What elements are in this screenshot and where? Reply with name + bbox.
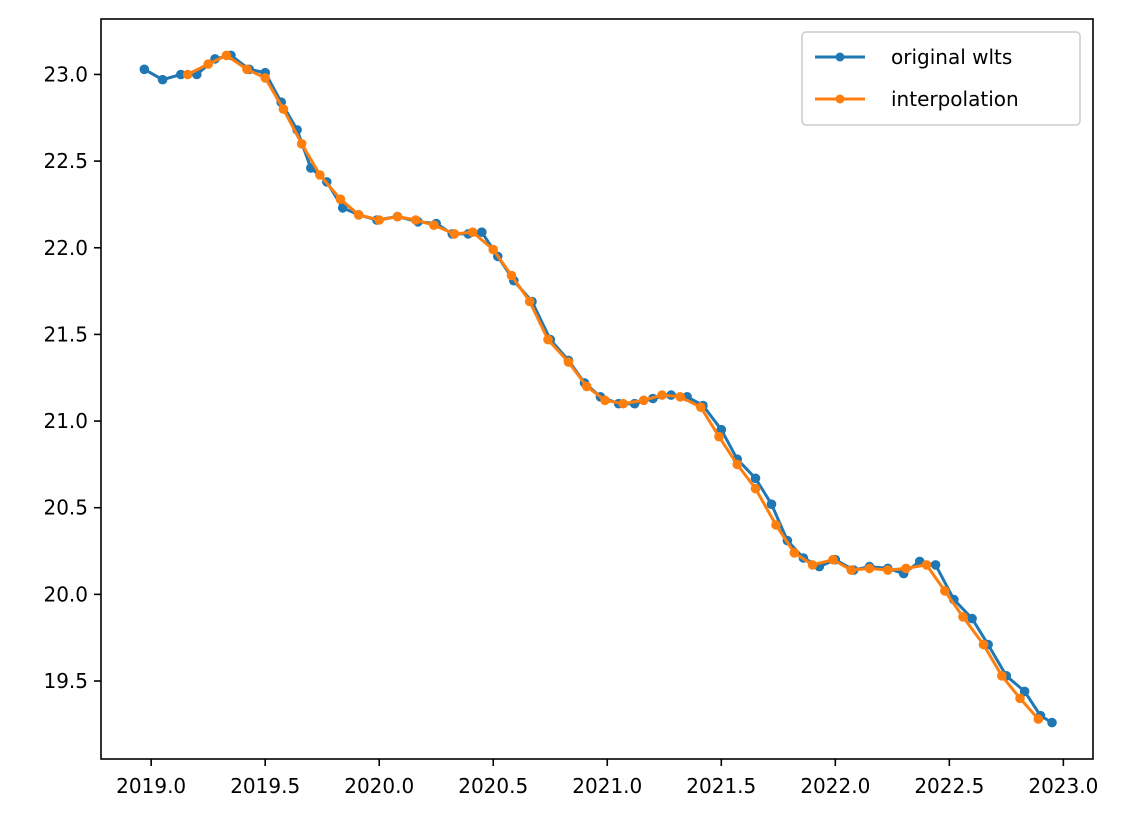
data-point-interpolation	[714, 431, 724, 442]
axes-frame	[100, 18, 1094, 760]
legend-label-original-wlts: original wlts	[891, 45, 1012, 69]
data-point-interpolation	[864, 563, 875, 574]
data-point-original-wlts	[139, 64, 150, 75]
data-point-interpolation	[789, 548, 800, 558]
y-tick-label: 22.0	[43, 236, 88, 260]
x-tick-label: 2019.0	[116, 774, 186, 798]
data-point-original-wlts	[930, 560, 941, 570]
x-tick-label: 2023.0	[1028, 774, 1098, 798]
data-point-interpolation	[488, 244, 499, 255]
y-tick-label: 19.5	[43, 669, 88, 693]
data-point-interpolation	[1015, 693, 1025, 704]
data-point-interpolation	[449, 229, 460, 239]
data-point-interpolation	[921, 560, 932, 570]
data-point-interpolation	[1033, 714, 1044, 724]
legend-label-interpolation: interpolation	[891, 87, 1019, 111]
data-point-interpolation	[203, 59, 213, 69]
data-point-original-wlts	[1019, 686, 1030, 697]
data-point-interpolation	[883, 565, 893, 575]
data-point-interpolation	[940, 586, 950, 596]
data-point-interpolation	[750, 483, 761, 494]
data-point-original-wlts	[337, 203, 348, 213]
y-tick-label: 20.5	[43, 496, 88, 520]
data-point-interpolation	[429, 220, 439, 230]
data-point-original-wlts	[176, 69, 186, 80]
data-point-original-wlts	[967, 613, 977, 624]
y-tick-label: 23.0	[43, 62, 88, 86]
data-point-interpolation	[392, 211, 403, 222]
data-point-original-wlts	[750, 473, 761, 484]
x-tick-label: 2019.5	[230, 774, 300, 798]
x-tick-label: 2021.0	[572, 774, 642, 798]
y-tick-label: 21.0	[43, 409, 88, 433]
x-tick-label: 2021.5	[686, 774, 756, 798]
data-point-interpolation	[997, 671, 1007, 681]
data-point-interpolation	[543, 334, 553, 345]
data-point-interpolation	[600, 395, 610, 406]
data-point-interpolation	[374, 215, 385, 225]
data-point-interpolation	[675, 392, 685, 402]
data-point-interpolation	[807, 560, 818, 570]
x-tick-label: 2020.0	[344, 774, 414, 798]
data-point-interpolation	[618, 398, 628, 409]
x-axis: 2019.0 2019.5 2020.0 2020.5 2021.0 2021.5 2022…	[116, 759, 1098, 798]
legend-marker-original-wlts	[835, 52, 845, 62]
data-point-interpolation	[278, 104, 289, 114]
y-tick-label: 21.5	[43, 322, 88, 346]
data-point-original-wlts	[1047, 717, 1057, 728]
data-point-interpolation	[638, 395, 649, 406]
data-point-interpolation	[828, 554, 838, 565]
data-point-interpolation	[846, 565, 857, 575]
series-layer	[139, 50, 1057, 728]
data-point-interpolation	[657, 390, 667, 400]
data-point-interpolation	[581, 381, 592, 392]
data-point-interpolation	[182, 69, 193, 80]
data-point-interpolation	[296, 139, 307, 149]
data-point-interpolation	[696, 402, 706, 413]
legend-box	[801, 31, 1081, 126]
data-point-interpolation	[410, 215, 421, 225]
series-line-interpolation	[186, 53, 1040, 721]
y-axis: 19.5 20.0 20.5 21.0 21.5 22.0 22.5 23.0	[43, 62, 101, 693]
x-tick-label: 2022.0	[800, 774, 870, 798]
data-point-interpolation	[506, 270, 517, 281]
legend-marker-interpolation	[835, 94, 845, 104]
data-point-interpolation	[771, 520, 781, 530]
data-point-interpolation	[335, 194, 346, 204]
series-interpolation	[182, 50, 1044, 724]
data-point-interpolation	[901, 563, 911, 574]
data-point-interpolation	[958, 612, 968, 622]
data-point-interpolation	[732, 459, 742, 470]
x-tick-label: 2022.5	[914, 774, 984, 798]
y-tick-label: 20.0	[43, 582, 88, 606]
data-point-interpolation	[467, 227, 478, 237]
data-point-original-wlts	[766, 499, 777, 510]
x-tick-label: 2020.5	[458, 774, 528, 798]
data-point-interpolation	[978, 639, 989, 650]
data-point-original-wlts	[477, 227, 487, 237]
data-point-interpolation	[524, 296, 535, 307]
legend: original wlts interpolation	[801, 31, 1081, 126]
data-point-interpolation	[563, 357, 574, 367]
data-point-interpolation	[353, 210, 364, 220]
data-point-interpolation	[315, 170, 325, 180]
data-point-interpolation	[221, 50, 232, 61]
data-point-interpolation	[260, 73, 271, 83]
y-tick-label: 22.5	[43, 149, 88, 173]
data-point-original-wlts	[157, 74, 168, 85]
data-point-interpolation	[242, 64, 252, 75]
